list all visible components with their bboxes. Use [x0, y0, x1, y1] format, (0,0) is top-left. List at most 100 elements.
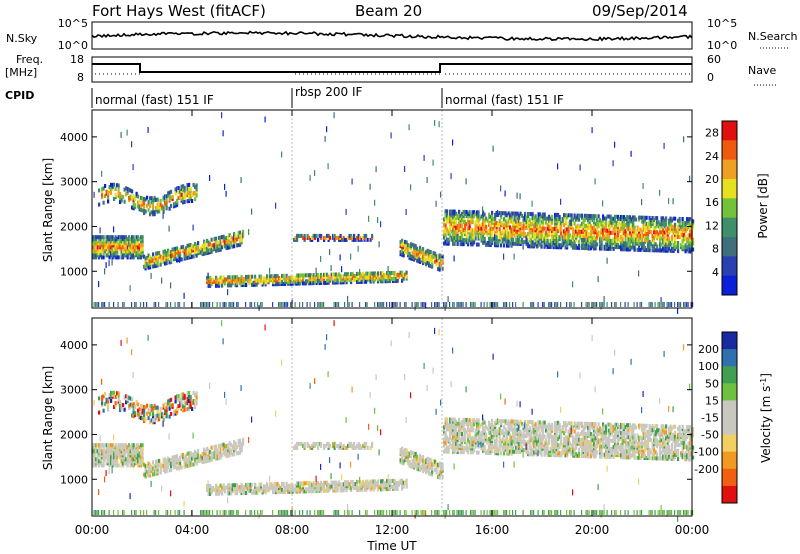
power-cell — [383, 277, 386, 282]
velocity-cell — [158, 417, 161, 422]
velocity-cell — [146, 470, 149, 474]
velocity-cell — [332, 480, 335, 485]
power-cell — [554, 239, 557, 244]
power-cell — [311, 235, 314, 240]
power-cell — [645, 215, 648, 220]
power-cell — [420, 248, 423, 253]
power-cell — [446, 227, 449, 232]
power-cell — [626, 241, 629, 246]
velocity-cell — [231, 510, 233, 515]
velocity-cell — [231, 444, 234, 449]
power-cell — [327, 278, 330, 283]
power-cell — [570, 302, 572, 307]
power-cell — [473, 210, 476, 215]
power-cell — [212, 243, 215, 248]
power-cell — [584, 223, 587, 228]
power-cell — [102, 200, 105, 205]
velocity-cell — [434, 327, 436, 334]
velocity-cell — [191, 407, 194, 411]
power-cell — [92, 253, 95, 258]
velocity-cell — [176, 394, 178, 401]
power-cell — [689, 217, 692, 222]
power-cell — [683, 227, 686, 232]
velocity-cell — [110, 443, 113, 448]
power-cell — [98, 239, 101, 244]
velocity-cell — [131, 403, 134, 408]
velocity-cell — [125, 400, 128, 405]
power-cell — [573, 221, 576, 226]
power-cell — [480, 238, 483, 243]
velocity-cell — [320, 510, 322, 515]
power-cell — [624, 231, 627, 236]
power-cell — [504, 229, 507, 234]
cpid-mode-1: normal (fast) 151 IF — [95, 93, 214, 107]
power-cell — [132, 249, 135, 254]
velocity-cell — [392, 478, 395, 483]
power-cell — [489, 302, 491, 307]
power-cell — [626, 225, 629, 230]
power-cell — [411, 255, 414, 259]
velocity-cell — [222, 442, 225, 447]
power-cell — [639, 215, 642, 220]
power-cell — [552, 245, 555, 250]
power-cell — [533, 228, 536, 233]
velocity-cell — [171, 403, 174, 408]
power-cell — [555, 227, 558, 231]
power-cell — [626, 233, 629, 238]
power-cell — [384, 273, 387, 278]
velocity-cell — [188, 394, 191, 399]
velocity-cell — [113, 390, 116, 395]
velocity-cell — [374, 483, 377, 488]
power-cell — [662, 232, 665, 237]
power-cell — [344, 237, 347, 242]
power-cell — [474, 212, 477, 217]
power-cell — [125, 192, 128, 197]
velocity-cell — [362, 443, 365, 448]
power-cell — [497, 223, 500, 228]
velocity-cell — [417, 510, 419, 515]
power-cell — [143, 201, 146, 205]
power-cell — [654, 248, 657, 253]
velocity-cell — [426, 456, 429, 461]
power-cell — [489, 222, 492, 227]
power-cell — [180, 184, 183, 189]
power-cell — [194, 197, 197, 202]
power-cell — [138, 253, 141, 258]
power-cell — [218, 248, 221, 252]
power-cell — [614, 302, 616, 307]
power-cell — [147, 265, 150, 270]
power-cell — [179, 247, 182, 252]
velocity-cell — [327, 486, 330, 491]
power-cell — [200, 302, 202, 307]
power-cell — [509, 213, 512, 218]
power-cell — [480, 214, 483, 219]
velocity-cell — [345, 480, 348, 485]
power-cell — [302, 281, 305, 286]
power-cell — [525, 240, 528, 245]
velocity-cell — [213, 487, 216, 492]
velocity-cell — [339, 486, 342, 491]
velocity-cell — [234, 443, 237, 448]
velocity-cell — [182, 404, 185, 409]
velocity-cell — [108, 443, 111, 448]
power-cell — [156, 205, 159, 210]
power-cell — [285, 277, 288, 282]
power-cell — [275, 282, 278, 287]
power-cell — [422, 255, 425, 260]
power-cell — [461, 302, 463, 307]
velocity-cell — [402, 484, 405, 489]
power-cell — [197, 245, 200, 250]
power-cell — [531, 200, 533, 207]
velocity-cell — [399, 478, 402, 483]
velocity-cell — [141, 451, 144, 456]
power-cell — [95, 235, 98, 240]
power-cell — [579, 223, 582, 228]
power-cell — [528, 224, 531, 229]
power-cell — [401, 242, 404, 247]
power-cell — [438, 261, 441, 266]
power-cell — [122, 235, 125, 240]
velocity-cell — [188, 390, 191, 395]
power-cell — [558, 235, 561, 240]
power-cell — [444, 233, 447, 238]
power-cell — [605, 232, 608, 237]
